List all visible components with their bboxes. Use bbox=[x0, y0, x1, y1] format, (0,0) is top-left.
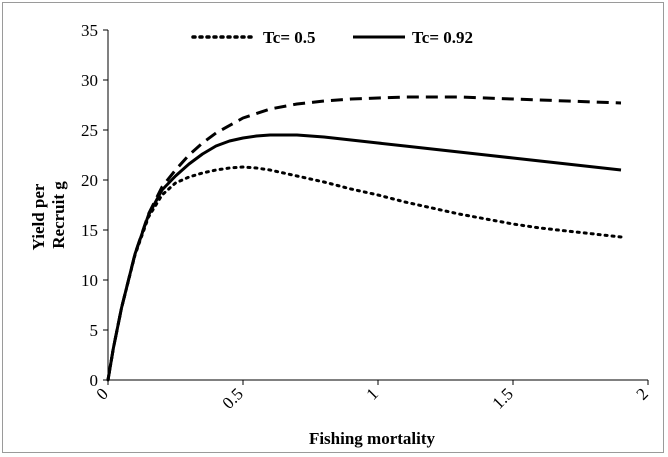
x-axis-title: Fishing mortality bbox=[309, 429, 436, 448]
y-axis-title-line-2: Recruit g bbox=[49, 181, 68, 249]
y-axis-title-line-1: Yield per bbox=[29, 183, 48, 250]
x-tick-label: 0 bbox=[93, 384, 112, 403]
series-line-dashed bbox=[106, 95, 622, 381]
chart-frame bbox=[2, 2, 664, 453]
series-line-solid bbox=[106, 133, 622, 381]
y-tick-label: 30 bbox=[81, 71, 98, 90]
y-axis-title: Yield per Recruit g bbox=[29, 180, 68, 251]
legend-label-dotted: Tc= 0.5 bbox=[263, 28, 316, 47]
legend-label-solid: Tc= 0.92 bbox=[412, 28, 473, 47]
x-tick-label: 1 bbox=[363, 384, 382, 403]
y-tick-label: 5 bbox=[90, 321, 99, 340]
y-tick-label: 0 bbox=[90, 371, 99, 390]
y-tick-label: 20 bbox=[81, 171, 98, 190]
x-tick-label: 2 bbox=[633, 384, 652, 403]
legend: Tc= 0.5 Tc= 0.92 bbox=[191, 28, 473, 47]
x-tick-label: 0.5 bbox=[219, 384, 247, 412]
y-tick-label: 15 bbox=[81, 221, 98, 240]
x-tick-label: 1.5 bbox=[489, 384, 517, 412]
series-line-dotted bbox=[106, 165, 623, 382]
series-group bbox=[106, 95, 623, 382]
y-tick-label: 35 bbox=[81, 21, 98, 40]
y-tick-label: 10 bbox=[81, 271, 98, 290]
y-tick-label: 25 bbox=[81, 121, 98, 140]
axes: 0 5 10 15 20 25 30 35 0 0.5 1 1.5 2 bbox=[81, 21, 652, 413]
